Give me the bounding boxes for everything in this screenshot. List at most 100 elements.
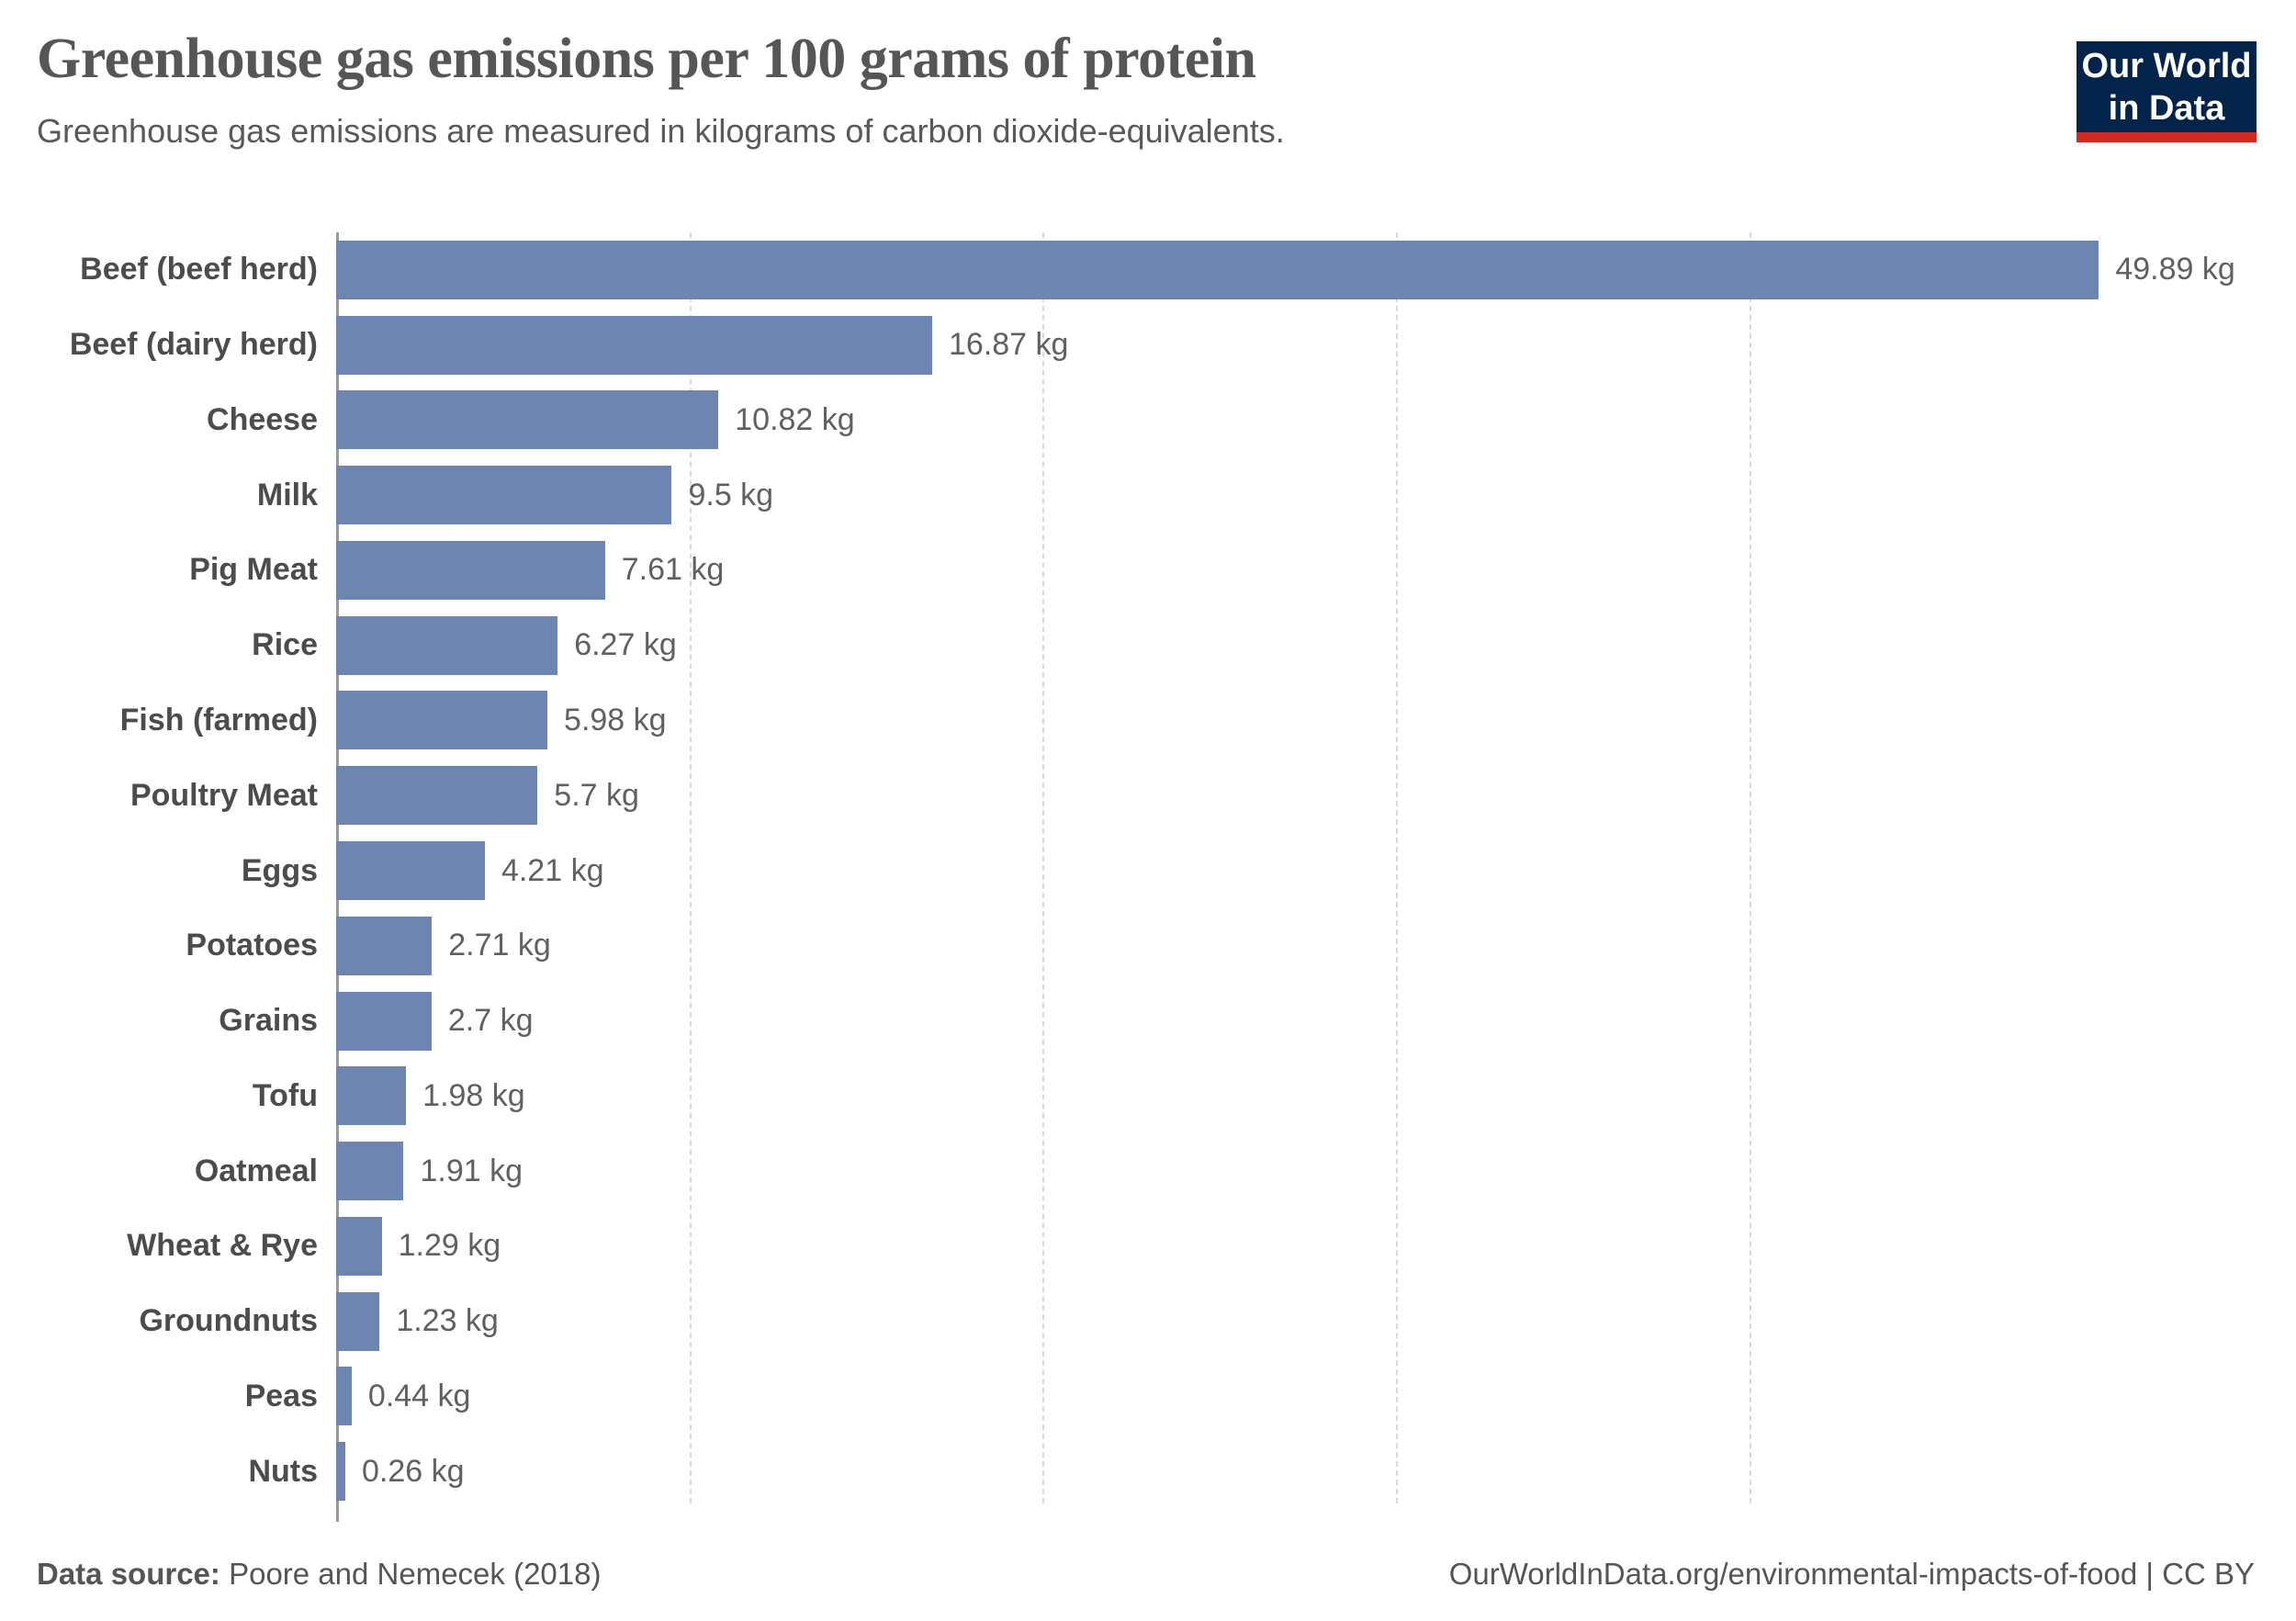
category-label: Peas [244,1378,318,1413]
bar-row: Eggs 4.21 kg [37,833,2255,908]
bar[interactable] [336,1291,380,1351]
value-label: 0.26 kg [362,1453,465,1489]
bar-row: Fish (farmed) 5.98 kg [37,683,2255,759]
bar-plot-area: 0.26 kg [336,1434,2255,1509]
category-label: Nuts [248,1453,318,1489]
bar[interactable] [336,841,485,900]
data-source-note: Data source: Poore and Nemecek (2018) [37,1557,601,1592]
bar-row: Groundnuts 1.23 kg [37,1284,2255,1359]
bar[interactable] [336,315,932,375]
category-label: Groundnuts [139,1303,318,1339]
bar-plot-area: 5.98 kg [336,683,2255,759]
owid-logo-line2: in Data [2108,89,2225,128]
gridline [1396,232,1399,1503]
gridline [689,232,692,1503]
category-label: Fish (farmed) [119,702,318,737]
gridline [1042,232,1045,1503]
bar[interactable] [336,691,548,750]
bar[interactable] [336,540,605,600]
bar[interactable] [336,766,538,826]
bar-plot-area: 1.98 kg [336,1058,2255,1133]
bar-row: Peas 0.44 kg [37,1358,2255,1434]
category-label: Rice [252,627,318,663]
value-label: 6.27 kg [574,627,677,663]
bar-plot-area: 10.82 kg [336,383,2255,458]
bar-plot-area: 1.29 kg [336,1209,2255,1284]
bar-plot-area: 16.87 kg [336,308,2255,383]
category-label: Wheat & Rye [127,1228,318,1264]
bar-row: Nuts 0.26 kg [37,1434,2255,1509]
bar-rows: Beef (beef herd) 49.89 kg Beef (dairy herd… [37,232,2255,1509]
category-label: Poultry Meat [129,777,318,813]
chart-header: Greenhouse gas emissions per 100 grams o… [37,28,2057,151]
bar-row: Tofu 1.98 kg [37,1058,2255,1133]
bar[interactable] [336,390,719,450]
value-label: 2.71 kg [448,928,551,963]
value-label: 2.7 kg [447,1003,534,1039]
bar-row: Wheat & Rye 1.29 kg [37,1209,2255,1284]
bar-plot-area: 5.7 kg [336,758,2255,833]
bar-plot-area: 0.44 kg [336,1358,2255,1434]
bar[interactable] [336,1066,407,1126]
page-title: Greenhouse gas emissions per 100 grams o… [37,28,1256,90]
bar-row: Milk 9.5 kg [37,457,2255,533]
owid-logo-red-strip [2077,132,2257,142]
bar[interactable] [336,991,432,1051]
value-label: 1.98 kg [422,1077,525,1113]
bar[interactable] [336,916,433,975]
bar-row: Cheese 10.82 kg [37,383,2255,458]
category-label: Pig Meat [189,552,318,588]
bar-chart: Beef (beef herd) 49.89 kg Beef (dairy herd… [37,232,2255,1522]
bar-row: Beef (dairy herd) 16.87 kg [37,308,2255,383]
value-label: 0.44 kg [367,1378,471,1413]
bar-plot-area: 1.23 kg [336,1284,2255,1359]
value-label: 16.87 kg [949,327,1069,363]
data-source-value: Poore and Nemecek (2018) [219,1557,602,1591]
bar-row: Grains 2.7 kg [37,984,2255,1059]
bar-row: Oatmeal 1.91 kg [37,1133,2255,1209]
value-label: 5.7 kg [554,777,639,813]
bar-plot-area: 4.21 kg [336,833,2255,908]
bar-row: Pig Meat 7.61 kg [37,533,2255,608]
category-label: Beef (beef herd) [80,252,318,287]
data-source-label: Data source: [37,1557,220,1591]
value-label: 1.29 kg [398,1228,501,1264]
value-label: 49.89 kg [2115,252,2235,287]
bar[interactable] [336,466,672,525]
bar[interactable] [336,1442,345,1502]
bar-plot-area: 6.27 kg [336,608,2255,683]
bar[interactable] [336,1367,352,1426]
owid-url-license[interactable]: OurWorldInData.org/environmental-impacts… [1448,1557,2255,1591]
value-label: 7.61 kg [621,552,725,588]
bar-plot-area: 7.61 kg [336,533,2255,608]
value-label: 1.23 kg [396,1303,499,1339]
value-label: 4.21 kg [501,852,604,888]
bar[interactable] [336,615,558,675]
bar[interactable] [336,1142,404,1201]
value-label: 1.91 kg [420,1153,523,1188]
bar-row: Beef (beef herd) 49.89 kg [37,232,2255,308]
category-label: Oatmeal [194,1153,318,1188]
bar-plot-area: 2.7 kg [336,984,2255,1059]
bar[interactable] [336,240,2099,299]
category-label: Milk [256,477,318,512]
owid-logo[interactable]: Our World in Data [2077,41,2257,142]
bar-plot-area: 9.5 kg [336,457,2255,533]
bar-row: Potatoes 2.71 kg [37,908,2255,984]
bar-plot-area: 1.91 kg [336,1133,2255,1209]
chart-subtitle: Greenhouse gas emissions are measured in… [37,112,1285,151]
category-label: Grains [219,1003,318,1039]
owid-logo-line1: Our World [2081,47,2252,85]
category-label: Potatoes [186,928,318,963]
bar-row: Poultry Meat 5.7 kg [37,758,2255,833]
bar[interactable] [336,1216,382,1276]
value-label: 10.82 kg [735,401,855,437]
category-label: Eggs [241,852,318,888]
chart-footer: Data source: Poore and Nemecek (2018) Ou… [37,1557,2255,1592]
bar-row: Rice 6.27 kg [37,608,2255,683]
value-label: 5.98 kg [564,702,667,737]
owid-logo-box: Our World in Data [2077,41,2257,132]
value-label: 9.5 kg [688,477,774,512]
category-label: Beef (dairy herd) [69,327,318,363]
bar-plot-area: 2.71 kg [336,908,2255,984]
